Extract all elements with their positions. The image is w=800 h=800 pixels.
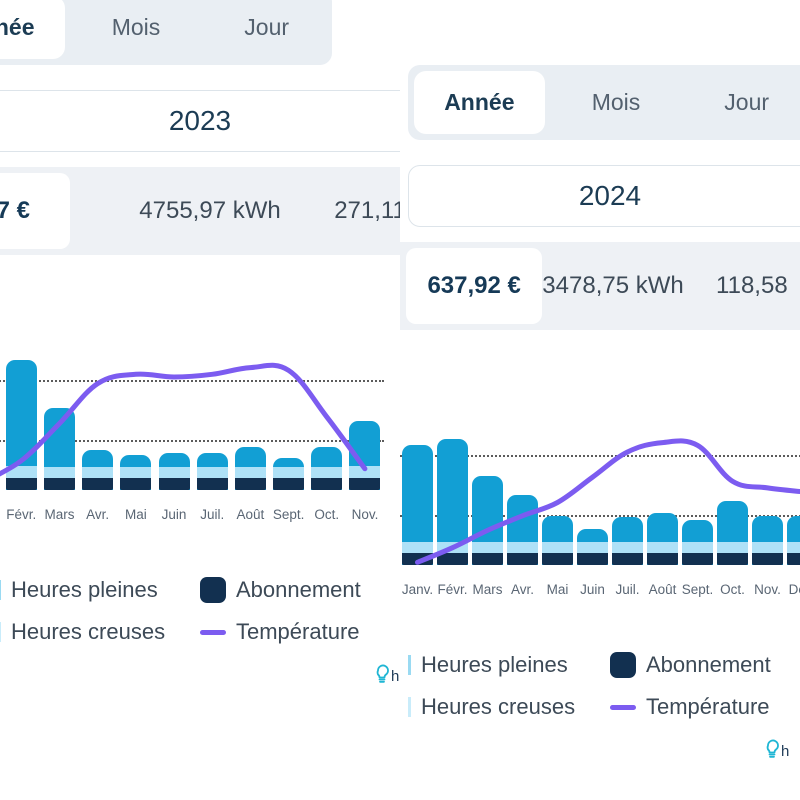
svg-text:h: h: [781, 743, 789, 760]
svg-text:h: h: [391, 668, 399, 685]
